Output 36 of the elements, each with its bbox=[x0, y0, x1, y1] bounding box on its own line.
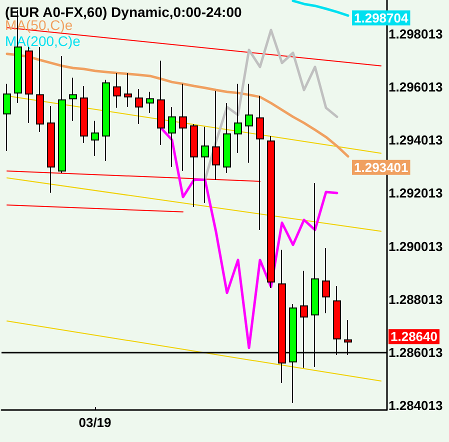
y-tick-label: 1.284013 bbox=[388, 398, 443, 414]
line-series bbox=[6, 52, 350, 158]
candlestick bbox=[58, 56, 66, 174]
data-label: 1.298704 bbox=[354, 10, 409, 26]
candlestick bbox=[234, 83, 242, 154]
line-series bbox=[292, 0, 350, 17]
candlestick bbox=[322, 248, 330, 314]
x-tick-label: 03/19 bbox=[78, 415, 112, 430]
y-tick-label: 1.294013 bbox=[388, 132, 443, 148]
text: 1.28640 bbox=[390, 329, 438, 344]
candlestick bbox=[80, 86, 88, 144]
candlestick bbox=[146, 91, 154, 114]
candlestick bbox=[3, 83, 11, 152]
candlestick bbox=[124, 72, 132, 108]
line-series bbox=[204, 28, 338, 182]
y-tick-label: 1.290013 bbox=[388, 238, 443, 254]
y-tick-label: 1.296013 bbox=[388, 80, 443, 95]
candlestick bbox=[168, 106, 176, 168]
y-tick-label: 1.288013 bbox=[388, 292, 443, 307]
candlestick bbox=[91, 120, 99, 156]
candlestick bbox=[135, 88, 143, 125]
candlestick bbox=[157, 60, 165, 146]
line-series bbox=[160, 126, 338, 350]
data-label: 1.293401 bbox=[354, 160, 408, 175]
candlestick bbox=[201, 126, 209, 204]
candlestick bbox=[102, 79, 110, 162]
y-tick-label: 1.286013 bbox=[388, 345, 443, 360]
y-tick-label: 1.292013 bbox=[388, 186, 443, 201]
candlestick bbox=[245, 83, 253, 164]
chart-title: (EUR A0-FX,60) Dynamic,0:00-24:00 bbox=[5, 4, 242, 20]
candlestick bbox=[113, 72, 121, 108]
candlestick bbox=[179, 83, 187, 172]
candlestick bbox=[69, 77, 77, 122]
candlestick bbox=[267, 135, 275, 288]
y-tick-label: 1.298013 bbox=[388, 26, 443, 42]
candlestick bbox=[223, 102, 231, 174]
